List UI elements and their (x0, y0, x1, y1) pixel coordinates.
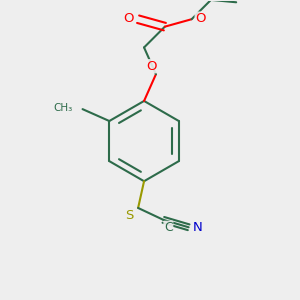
Text: N: N (193, 221, 203, 234)
Text: O: O (195, 12, 206, 25)
Text: S: S (125, 209, 134, 222)
Text: CH₃: CH₃ (53, 103, 72, 112)
Text: O: O (123, 12, 134, 25)
Text: C: C (164, 221, 173, 234)
Text: O: O (146, 60, 157, 73)
